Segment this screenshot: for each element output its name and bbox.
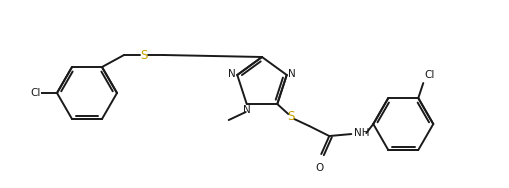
Text: Cl: Cl <box>31 88 41 98</box>
Text: NH: NH <box>354 128 370 138</box>
Text: O: O <box>315 163 323 173</box>
Text: S: S <box>288 110 295 123</box>
Text: N: N <box>228 69 235 79</box>
Text: N: N <box>288 69 296 79</box>
Text: S: S <box>140 49 148 61</box>
Text: N: N <box>243 105 250 115</box>
Text: Cl: Cl <box>425 70 435 80</box>
